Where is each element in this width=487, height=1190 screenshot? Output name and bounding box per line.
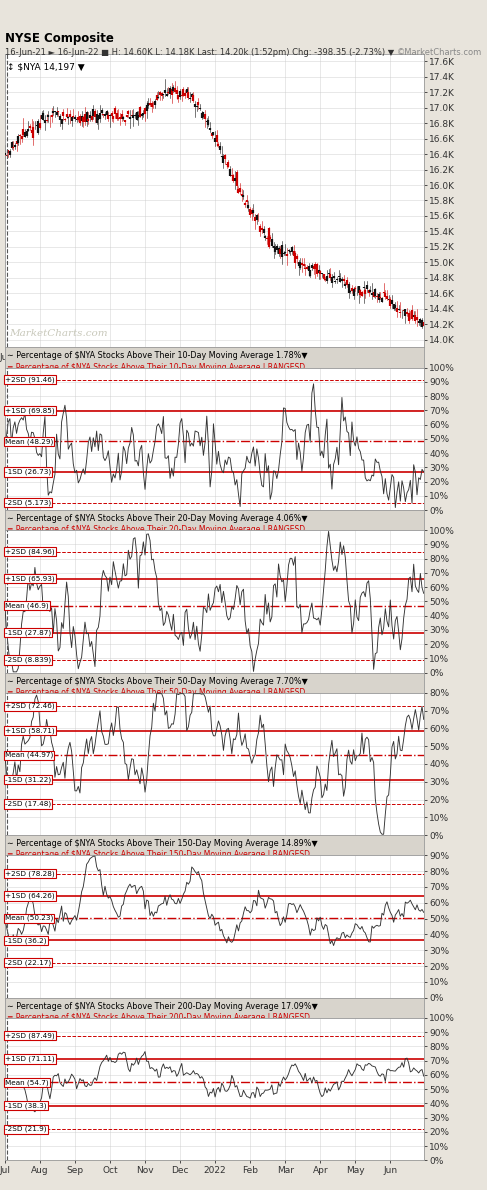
Text: +1SD (65.93): +1SD (65.93) <box>5 576 55 582</box>
Text: ≡ Percentage of $NYA Stocks Above Their 10-Day Moving Average | RANGESD: ≡ Percentage of $NYA Stocks Above Their … <box>7 363 305 371</box>
Text: +1SD (69.85): +1SD (69.85) <box>5 407 55 414</box>
Text: -1SD (38.3): -1SD (38.3) <box>5 1102 46 1109</box>
Text: Mean (48.29): Mean (48.29) <box>5 438 53 445</box>
Text: ©MarketCharts.com: ©MarketCharts.com <box>397 48 482 57</box>
Text: +2SD (78.28): +2SD (78.28) <box>5 871 55 877</box>
Text: +2SD (87.49): +2SD (87.49) <box>5 1033 55 1039</box>
Text: -2SD (8.839): -2SD (8.839) <box>5 657 51 663</box>
Text: ∼ Percentage of $NYA Stocks Above Their 50-Day Moving Average 7.70%▼: ∼ Percentage of $NYA Stocks Above Their … <box>7 677 308 685</box>
Text: -2SD (21.9): -2SD (21.9) <box>5 1126 46 1133</box>
Text: Mean (50.23): Mean (50.23) <box>5 915 53 921</box>
Text: ≡ Percentage of $NYA Stocks Above Their 50-Day Moving Average | RANGESD: ≡ Percentage of $NYA Stocks Above Their … <box>7 688 305 696</box>
Text: Mean (44.97): Mean (44.97) <box>5 752 53 758</box>
Text: +1SD (58.71): +1SD (58.71) <box>5 727 55 734</box>
Text: ≡ Percentage of $NYA Stocks Above Their 200-Day Moving Average | RANGESD: ≡ Percentage of $NYA Stocks Above Their … <box>7 1013 310 1022</box>
Text: -2SD (17.48): -2SD (17.48) <box>5 801 51 807</box>
Text: Mean (46.9): Mean (46.9) <box>5 602 49 609</box>
Text: ∼ Percentage of $NYA Stocks Above Their 10-Day Moving Average 1.78%▼: ∼ Percentage of $NYA Stocks Above Their … <box>7 351 307 361</box>
Text: ≡ Percentage of $NYA Stocks Above Their 20-Day Moving Average | RANGESD: ≡ Percentage of $NYA Stocks Above Their … <box>7 525 305 534</box>
Text: -2SD (22.17): -2SD (22.17) <box>5 959 51 966</box>
Text: Mean (54.7): Mean (54.7) <box>5 1079 49 1085</box>
Text: ∼ Percentage of $NYA Stocks Above Their 150-Day Moving Average 14.89%▼: ∼ Percentage of $NYA Stocks Above Their … <box>7 839 318 848</box>
Text: ∼ Percentage of $NYA Stocks Above Their 200-Day Moving Average 17.09%▼: ∼ Percentage of $NYA Stocks Above Their … <box>7 1002 318 1010</box>
Text: -1SD (31.22): -1SD (31.22) <box>5 776 51 783</box>
Text: -1SD (26.73): -1SD (26.73) <box>5 469 51 475</box>
Text: ≡ Percentage of $NYA Stocks Above Their 150-Day Moving Average | RANGESD: ≡ Percentage of $NYA Stocks Above Their … <box>7 851 310 859</box>
Text: NYSE Composite: NYSE Composite <box>5 32 114 45</box>
Text: ↕ $NYA 14,197 ▼: ↕ $NYA 14,197 ▼ <box>7 62 85 71</box>
Text: MarketCharts.com: MarketCharts.com <box>9 328 108 338</box>
Text: -1SD (36.2): -1SD (36.2) <box>5 938 46 944</box>
Text: +1SD (71.11): +1SD (71.11) <box>5 1056 55 1063</box>
Text: -1SD (27.87): -1SD (27.87) <box>5 630 51 637</box>
Text: ∼ Percentage of $NYA Stocks Above Their 20-Day Moving Average 4.06%▼: ∼ Percentage of $NYA Stocks Above Their … <box>7 514 307 524</box>
Text: +2SD (84.96): +2SD (84.96) <box>5 549 55 555</box>
Text: 16-Jun-21 ► 16-Jun-22 ■ H: 14.60K L: 14.18K Last: 14.20k (1:52pm) Chg: -398.35 (: 16-Jun-21 ► 16-Jun-22 ■ H: 14.60K L: 14.… <box>5 48 394 57</box>
Text: +2SD (72.46): +2SD (72.46) <box>5 703 55 709</box>
Text: +2SD (91.46): +2SD (91.46) <box>5 376 55 383</box>
Text: +1SD (64.26): +1SD (64.26) <box>5 892 55 900</box>
Text: -2SD (5.173): -2SD (5.173) <box>5 500 51 506</box>
